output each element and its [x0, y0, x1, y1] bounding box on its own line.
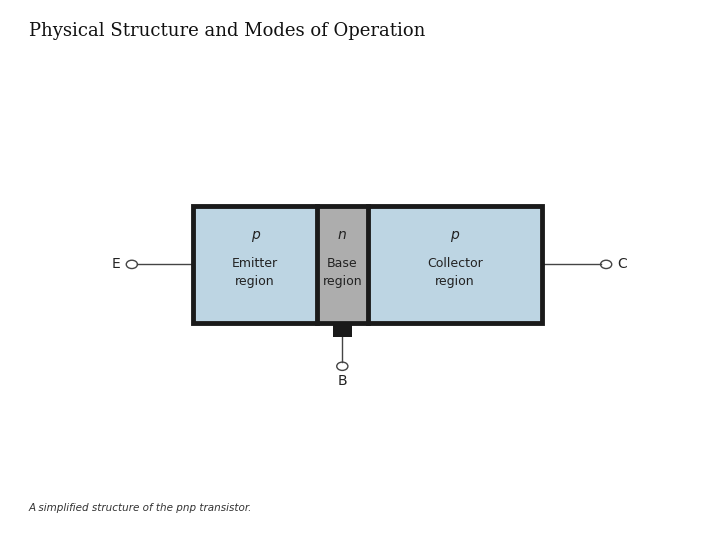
- Text: Physical Structure and Modes of Operation: Physical Structure and Modes of Operatio…: [29, 22, 426, 39]
- Bar: [317, 207, 368, 321]
- Text: n: n: [338, 228, 347, 242]
- Text: B: B: [338, 374, 347, 388]
- Bar: [193, 206, 542, 322]
- Text: Emitter
region: Emitter region: [232, 257, 278, 288]
- Bar: [333, 322, 352, 337]
- Text: A simplified structure of the pnp transistor.: A simplified structure of the pnp transi…: [29, 503, 252, 513]
- Bar: [368, 207, 540, 321]
- Bar: [195, 207, 317, 321]
- Text: p: p: [451, 228, 459, 242]
- Text: p: p: [251, 228, 259, 242]
- Text: C: C: [617, 258, 627, 272]
- Text: Base
region: Base region: [323, 257, 362, 288]
- Text: E: E: [112, 258, 121, 272]
- Text: Collector
region: Collector region: [427, 257, 482, 288]
